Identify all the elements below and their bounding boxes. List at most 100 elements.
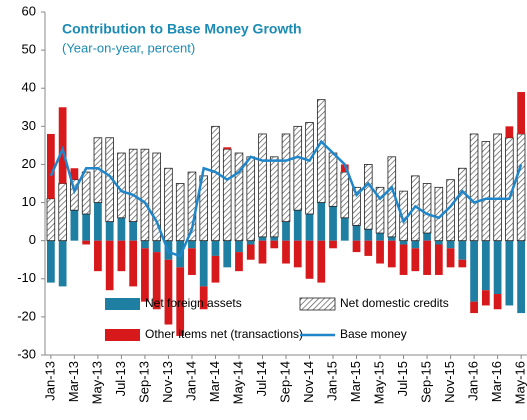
bar-segment (340, 171, 350, 219)
bar-segment (141, 248, 149, 302)
bar-segment (117, 152, 126, 219)
y-tick-label: 20 (22, 156, 36, 171)
x-tick-label: Nov-14 (301, 361, 316, 403)
bar-segment (458, 167, 467, 242)
bar-segment (458, 259, 467, 268)
bar-segment (246, 244, 255, 260)
bar-segment (175, 183, 185, 242)
bar-segment (399, 240, 408, 245)
bar-segment (446, 248, 455, 268)
bar-segment (340, 164, 349, 173)
x-tick-label: Jan-16 (466, 361, 481, 401)
bar-segment (316, 99, 326, 203)
bar-segment (329, 206, 337, 241)
x-tick-label: Mar-14 (207, 361, 222, 402)
bar-segment (188, 240, 196, 249)
y-tick-label: 40 (22, 80, 36, 95)
y-tick-label: 50 (22, 42, 36, 57)
x-tick-label: Nov-13 (160, 361, 175, 403)
bar-segment (82, 213, 91, 241)
bar-segment (493, 240, 502, 295)
bar-segment (258, 240, 267, 264)
legend-swatch (105, 298, 140, 310)
x-tick-label: Sep-15 (419, 361, 434, 403)
x-tick-label: Nov-15 (442, 361, 457, 403)
bar-segment (399, 244, 408, 275)
bar-segment (340, 217, 349, 241)
x-tick-label: May-16 (513, 361, 527, 404)
bar-segment (58, 107, 67, 184)
bar-segment (128, 148, 138, 223)
legend-swatch (105, 329, 140, 341)
x-tick-label: Jan-14 (183, 361, 198, 401)
bar-segment (411, 248, 420, 272)
bar-segment (246, 156, 256, 242)
bar-segment (469, 133, 479, 242)
y-tick-label: 60 (22, 3, 36, 18)
bar-segment (234, 152, 244, 242)
bar-segment (516, 133, 526, 242)
bar-segment (199, 240, 208, 287)
bar-segment (222, 148, 232, 242)
bar-segment (505, 240, 514, 306)
bar-segment (129, 221, 138, 241)
bar-segment (117, 240, 126, 272)
bar-segment (46, 240, 55, 283)
line-series (49, 139, 523, 258)
bar-segment (505, 126, 514, 138)
bar-segment (141, 240, 149, 249)
bar-segment (152, 252, 161, 310)
bar-segment (328, 152, 338, 207)
bar-segment (258, 133, 267, 238)
y-tick-label: 30 (22, 118, 36, 133)
bar-segment (176, 267, 185, 336)
bar-segment (58, 183, 67, 242)
bar-segment (117, 217, 126, 241)
bar-segment (352, 240, 361, 253)
bar-segment (82, 240, 91, 245)
bar-segment (94, 240, 102, 272)
bar-segment (152, 152, 161, 242)
bar-segment (293, 210, 302, 241)
bar-segment (282, 240, 290, 264)
bar-segment (423, 233, 431, 241)
bar-segment (235, 240, 243, 253)
bar-segment (317, 202, 326, 241)
bar-segment (493, 133, 502, 242)
bar-segment (470, 301, 478, 314)
bar-segment (129, 240, 138, 287)
bar-segment (352, 186, 361, 226)
bar-segment (235, 252, 243, 272)
bar-segment (305, 240, 314, 279)
bar-segment (364, 164, 373, 230)
bar-segment (293, 240, 302, 268)
x-tick-label: May-13 (89, 361, 104, 404)
x-tick-label: May-14 (230, 361, 245, 404)
bar-segment (423, 240, 431, 275)
y-tick-label: -30 (17, 346, 36, 361)
bar-segment (152, 240, 161, 253)
x-tick-label: Jan-13 (42, 361, 57, 401)
bar-segment (81, 171, 91, 215)
bar-segment (305, 213, 314, 241)
bar-segment (517, 92, 526, 134)
bar-segment (493, 294, 502, 310)
y-tick-label: 10 (22, 194, 36, 209)
bar-segment (481, 141, 491, 242)
bar-segment (375, 186, 385, 234)
x-tick-label: Mar-13 (66, 361, 81, 402)
bar-segment (105, 221, 114, 241)
legend-label: Other items net (transactions) (145, 327, 303, 341)
bar-segment (352, 225, 361, 241)
bar-segment (364, 240, 373, 256)
bar-segment (270, 236, 279, 241)
bar-segment (317, 240, 326, 283)
y-tick-label: 0 (29, 232, 36, 247)
bar-segment (70, 210, 79, 241)
bar-segment (305, 122, 314, 215)
x-tick-label: Jul-15 (395, 361, 410, 396)
bar-segment (94, 202, 102, 241)
bar-segment (517, 240, 526, 314)
bar-segment (387, 240, 396, 268)
